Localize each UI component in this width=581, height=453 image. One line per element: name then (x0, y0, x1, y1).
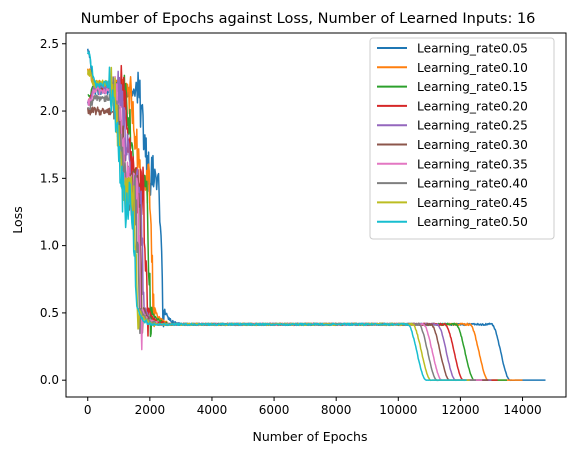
legend-label: Learning_rate0.45 (417, 196, 528, 210)
y-tick-label: 0.5 (40, 306, 59, 320)
x-tick-label: 6000 (259, 403, 290, 417)
x-tick-label: 8000 (321, 403, 352, 417)
axes-frame (65, 32, 567, 398)
legend-label: Learning_rate0.15 (417, 80, 528, 94)
y-axis-label: Loss (10, 206, 25, 233)
legend-box (369, 37, 555, 240)
y-tick-label: 2.0 (40, 104, 59, 118)
y-tick-label: 1.5 (40, 171, 59, 185)
legend-label: Learning_rate0.10 (417, 61, 528, 75)
y-tick-label: 2.5 (40, 37, 59, 51)
x-tick-label: 2000 (135, 403, 166, 417)
x-axis-ticks: 0 2000 4000 6000 8000 10000 12000 14000 (84, 397, 542, 417)
legend-label: Learning_rate0.50 (417, 215, 528, 229)
legend-label: Learning_rate0.20 (417, 99, 528, 113)
x-tick-label: 14000 (503, 403, 541, 417)
legend-label: Learning_rate0.05 (417, 42, 528, 56)
plot-area (86, 48, 546, 382)
chart-title: Number of Epochs against Loss, Number of… (81, 11, 536, 27)
legend-label: Learning_rate0.35 (417, 157, 528, 171)
x-axis-label: Number of Epochs (253, 429, 368, 444)
series-line-learning-rate0-50 (87, 51, 467, 381)
y-tick-label: 0.0 (40, 373, 59, 387)
y-tick-label: 1.0 (40, 239, 59, 253)
x-tick-label: 4000 (197, 403, 228, 417)
legend: Learning_rate0.05 Learning_rate0.10 Learni… (369, 37, 555, 240)
x-tick-label: 0 (84, 403, 92, 417)
legend-label: Learning_rate0.40 (417, 177, 528, 191)
legend-label: Learning_rate0.25 (417, 119, 528, 133)
legend-label: Learning_rate0.30 (417, 138, 528, 152)
x-tick-label: 12000 (441, 403, 479, 417)
y-axis-ticks: 0.0 0.5 1.0 1.5 2.0 2.5 (40, 37, 66, 387)
x-tick-label: 10000 (379, 403, 417, 417)
